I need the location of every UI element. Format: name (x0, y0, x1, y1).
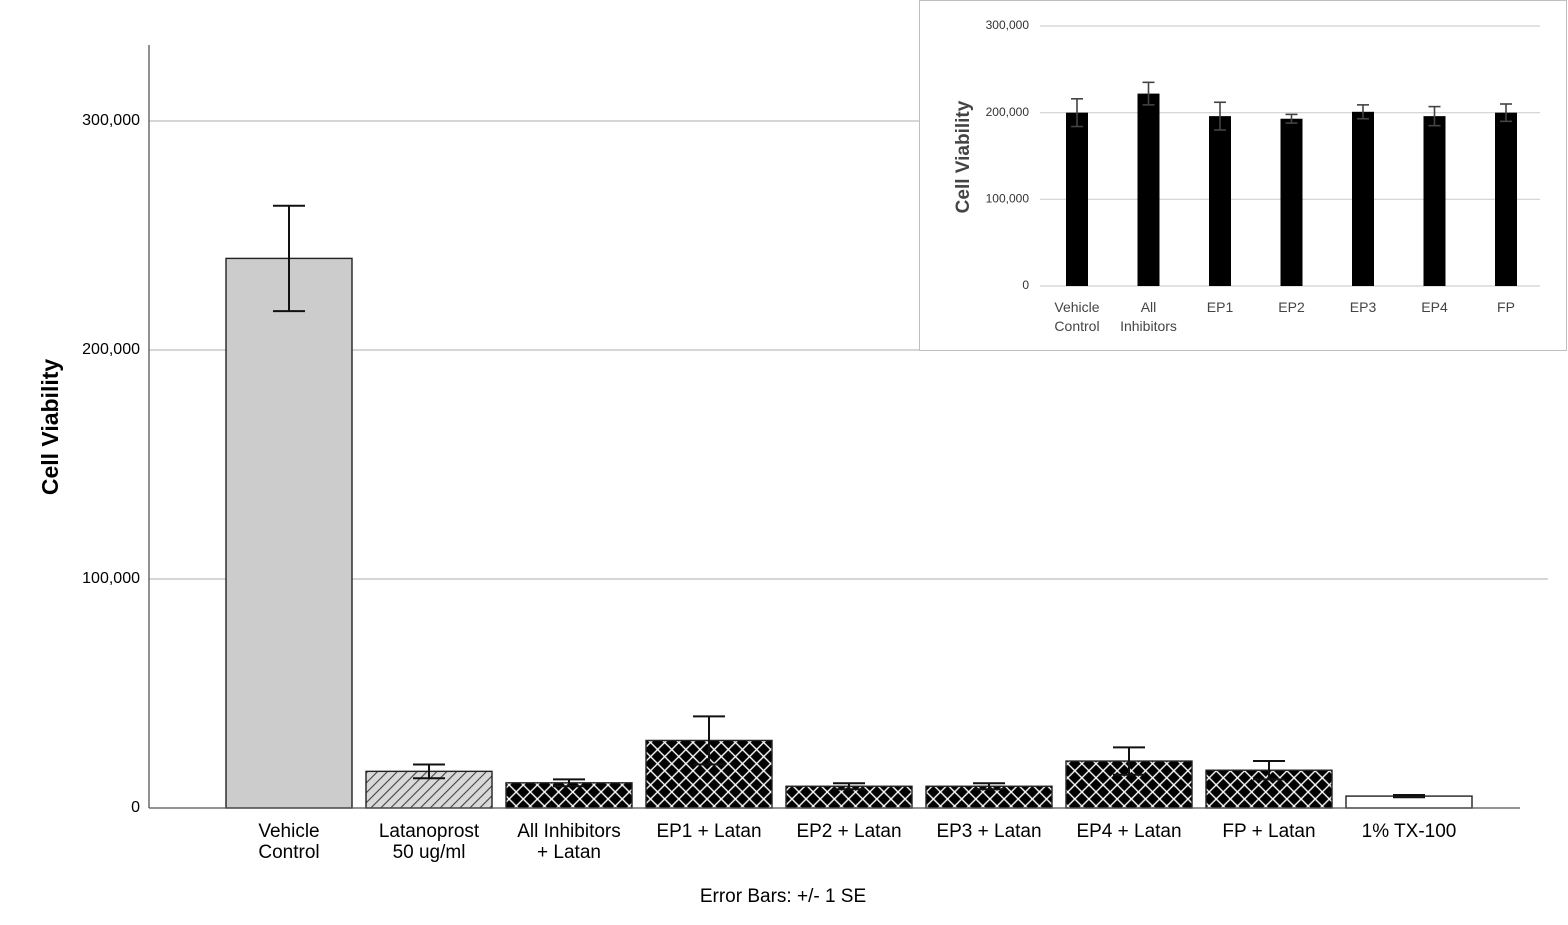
inset-y-tick-label: 100,000 (986, 192, 1030, 206)
main-y-tick-labels: 0 100,000 200,000 300,000 (82, 112, 140, 816)
inset-bars (1066, 93, 1517, 287)
inset-error-bar (1428, 105, 1441, 127)
main-error-bar (833, 782, 865, 791)
inset-error-bar (1214, 101, 1226, 131)
error-bars-footnote: Error Bars: +/- 1 SE (700, 886, 866, 907)
inset-error-bar (1071, 98, 1083, 128)
inset-category-label: Vehicle Control (1054, 299, 1099, 334)
main-category-label: 1% TX-100 (1362, 821, 1457, 842)
inset-y-axis-label: Cell Viability (953, 100, 974, 213)
inset-category-label: EP3 (1350, 299, 1377, 315)
main-category-label: EP4 + Latan (1076, 821, 1181, 842)
inset-category-label: EP2 (1278, 299, 1305, 315)
inset-error-bar (1142, 81, 1155, 106)
main-y-axis-label: Cell Viability (37, 359, 63, 496)
main-y-tick-label: 0 (131, 799, 140, 816)
inset-y-tick-label: 200,000 (986, 105, 1030, 119)
main-error-bars (273, 204, 1425, 799)
main-error-bar (1113, 746, 1145, 776)
inset-error-bars (1071, 81, 1512, 131)
main-error-bar (1393, 793, 1425, 799)
inset-error-bar (1285, 113, 1298, 124)
main-category-label: FP + Latan (1222, 821, 1315, 842)
main-category-labels: Vehicle Control Latanoprost 50 ug/ml All Inh… (258, 821, 1456, 863)
main-category-label: Vehicle Control (258, 821, 319, 863)
inset-y-tick-labels: 0 100,000 200,000 300,000 (986, 18, 1030, 292)
main-error-bar (413, 763, 445, 780)
inset-category-label: All Inhibitors (1120, 299, 1177, 334)
main-error-bar (973, 782, 1005, 791)
inset-bar (1137, 93, 1160, 286)
main-category-label: EP1 + Latan (656, 821, 761, 842)
inset-bar (1209, 116, 1231, 286)
main-category-label: All Inhibitors + Latan (517, 821, 621, 863)
main-category-label: Latanoprost 50 ug/ml (379, 821, 480, 863)
main-y-tick-label: 100,000 (82, 570, 140, 587)
inset-category-label: EP1 (1207, 299, 1234, 315)
inset-frame (919, 0, 1567, 351)
inset-bar (1423, 116, 1446, 286)
inset-category-label: EP4 (1421, 299, 1448, 315)
inset-bar (1066, 112, 1088, 287)
inset-error-bar (1500, 103, 1512, 123)
inset-bar (1280, 118, 1303, 286)
main-error-bar (1253, 760, 1285, 781)
inset-bar (1495, 112, 1517, 287)
inset-y-tick-label: 300,000 (986, 18, 1030, 32)
main-y-tick-label: 300,000 (82, 112, 140, 129)
main-y-tick-label: 200,000 (82, 341, 140, 358)
main-category-label: EP3 + Latan (936, 821, 1041, 842)
main-error-bar (693, 715, 725, 766)
inset-category-label: FP (1497, 299, 1515, 315)
main-bar (225, 257, 353, 809)
inset-error-bar (1357, 104, 1369, 120)
inset-y-tick-label: 0 (1022, 278, 1029, 292)
inset-chart: 0 100,000 200,000 300,000 Vehicle Control All… (919, 0, 1567, 351)
main-error-bar (273, 204, 305, 313)
inset-bar (1352, 111, 1374, 286)
inset-category-labels: Vehicle Control All Inhibitors EP1 EP2 EP3 EP4 F… (1054, 299, 1515, 334)
main-error-bar (553, 778, 585, 788)
main-category-label: EP2 + Latan (796, 821, 901, 842)
